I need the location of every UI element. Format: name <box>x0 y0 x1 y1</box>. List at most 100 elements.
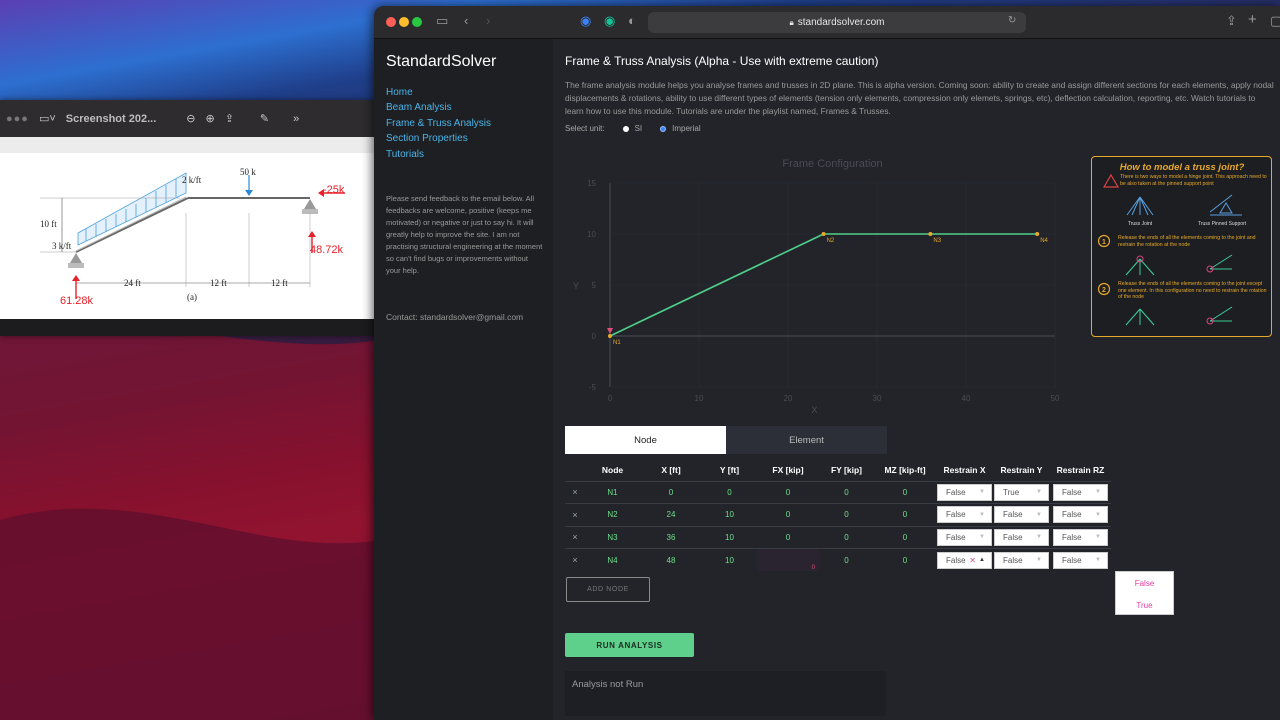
step-1-diagram-b <box>1209 254 1233 270</box>
chevron-down-icon: ▼ <box>1095 534 1101 541</box>
cell-x[interactable]: 48 <box>640 548 702 571</box>
cell-fx[interactable]: 0 <box>757 525 819 549</box>
forward-icon[interactable]: › <box>486 13 491 28</box>
cell-x[interactable]: 36 <box>640 525 702 549</box>
grammarly-icon[interactable]: ◉ <box>604 13 616 28</box>
restrain-x-select-open[interactable]: False ✕ ▲ <box>937 551 992 569</box>
maximize-window-icon[interactable] <box>412 17 422 27</box>
cell-ry: False ▼ <box>993 548 1050 571</box>
tab-element[interactable]: Element <box>726 426 887 454</box>
cell-node[interactable]: N2 <box>585 503 640 526</box>
cell-fy[interactable]: 0 <box>819 503 874 526</box>
cell-mz[interactable]: 0 <box>874 503 936 526</box>
more-icon[interactable]: » <box>293 112 300 125</box>
cell-mz[interactable]: 0 <box>874 525 936 549</box>
nav-section-properties[interactable]: Section Properties <box>386 133 468 145</box>
cell-mz[interactable]: 0 <box>874 548 936 571</box>
extension-blue-icon[interactable]: ◉ <box>580 13 592 28</box>
restrain-rz-select[interactable]: False ▼ <box>1053 483 1108 501</box>
dropdown-option-false[interactable]: False <box>1134 578 1155 588</box>
markup-icon[interactable]: ✎ <box>259 113 270 125</box>
clear-icon[interactable]: ✕ <box>969 555 976 565</box>
page-description: The frame analysis module helps you anal… <box>565 80 1274 116</box>
truss-joint-label: Truss Joint <box>1128 221 1153 227</box>
add-node-button[interactable]: ADD NODE <box>566 577 650 602</box>
cell-node[interactable]: N3 <box>585 525 640 549</box>
nav-home[interactable]: Home <box>386 87 413 98</box>
nav-frame-truss-analysis[interactable]: Frame & Truss Analysis <box>386 117 492 129</box>
restrain-rz-select[interactable]: False ▼ <box>1053 528 1108 546</box>
address-bar[interactable]: 🔒︎ standardsolver.com <box>648 12 1026 33</box>
header-x: X [ft] <box>661 464 681 475</box>
reload-icon[interactable]: ↻ <box>1008 15 1017 26</box>
cell-rx: False ✕ ▲ <box>936 548 993 571</box>
cell-mz[interactable]: 0 <box>874 480 936 504</box>
cell-x[interactable]: 0 <box>640 480 702 504</box>
support-marker <box>607 328 613 334</box>
cell-y[interactable]: 10 <box>702 525 757 549</box>
cell-node[interactable]: N4 <box>585 548 640 571</box>
step-1-number: 1 <box>1102 239 1106 246</box>
site-brand[interactable]: StandardSolver <box>386 53 497 70</box>
restrain-x-select[interactable]: False ▼ <box>937 506 992 524</box>
sidebar-toggle-icon[interactable]: ▭˅ <box>38 113 56 125</box>
sidebar-icon[interactable]: ▭ <box>436 13 449 28</box>
share-icon[interactable]: ⇪ <box>1226 13 1237 28</box>
cell-ry: True ▼ <box>993 480 1050 504</box>
restrain-x-select[interactable]: False ▼ <box>937 483 992 501</box>
node-label: N2 <box>827 238 835 244</box>
new-tab-icon[interactable]: + <box>1248 11 1257 28</box>
tab-node[interactable]: Node <box>565 426 726 454</box>
cell-y[interactable]: 10 <box>702 503 757 526</box>
zoom-in-icon[interactable]: ⊕ <box>205 113 215 125</box>
restrain-x-dropdown-menu: False True <box>1115 571 1174 615</box>
select-value: False <box>1003 555 1023 565</box>
cell-fy[interactable]: 0 <box>819 480 874 504</box>
cell-x[interactable]: 24 <box>640 503 702 526</box>
select-value: False <box>946 487 966 497</box>
delete-row-button[interactable]: × <box>565 548 585 571</box>
traffic-dots[interactable]: ●●● <box>6 112 29 125</box>
restrain-y-select[interactable]: False ▼ <box>994 506 1049 524</box>
frame-configuration-chart[interactable]: Frame Configuration 0 10 20 30 40 50 -5 0 5 10 15 X Y… <box>565 155 1085 417</box>
restrain-y-select[interactable]: False ▼ <box>994 528 1049 546</box>
node-label: N1 <box>613 340 621 346</box>
tab-overview-icon[interactable]: ▢ <box>1270 13 1280 28</box>
zoom-out-icon[interactable]: ⊖ <box>186 113 196 125</box>
cell-fy[interactable]: 0 <box>819 548 874 571</box>
restrain-y-select[interactable]: True ▼ <box>994 483 1049 501</box>
delete-row-button[interactable]: × <box>565 525 585 549</box>
close-window-icon[interactable] <box>386 17 396 27</box>
node-label: N3 <box>933 238 941 244</box>
cell-fy[interactable]: 0 <box>819 525 874 549</box>
back-icon[interactable]: ‹ <box>464 13 469 28</box>
cell-fx-active[interactable]: 0 <box>757 548 819 571</box>
nav-beam-analysis[interactable]: Beam Analysis <box>386 102 452 114</box>
cell-rx: False ▼ <box>936 480 993 504</box>
cell-y[interactable]: 10 <box>702 548 757 571</box>
run-analysis-button[interactable]: RUN ANALYSIS <box>565 633 694 657</box>
select-value: False <box>1062 555 1082 565</box>
dropdown-option-true[interactable]: True <box>1136 600 1153 610</box>
restrain-rz-select[interactable]: False ▼ <box>1053 551 1108 569</box>
cell-fx[interactable]: 0 <box>757 480 819 504</box>
restrain-y-select[interactable]: False ▼ <box>994 551 1049 569</box>
node-label: N4 <box>1040 238 1048 244</box>
url-text: standardsolver.com <box>797 17 885 28</box>
radio-si[interactable] <box>622 125 629 132</box>
shield-icon[interactable]: ◐ <box>628 13 636 28</box>
chevron-down-icon: ▼ <box>1036 511 1042 518</box>
radio-imperial[interactable] <box>660 125 667 132</box>
left-load-label: 3 k/ft <box>52 241 72 251</box>
cell-node[interactable]: N1 <box>585 480 640 504</box>
cell-fx[interactable]: 0 <box>757 503 819 526</box>
restrain-x-select[interactable]: False ▼ <box>937 528 992 546</box>
minimize-window-icon[interactable] <box>399 17 409 27</box>
cell-y[interactable]: 0 <box>702 480 757 504</box>
delete-row-button[interactable]: × <box>565 480 585 504</box>
delete-row-button[interactable]: × <box>565 503 585 526</box>
y-tick-label: -5 <box>589 383 597 392</box>
restrain-rz-select[interactable]: False ▼ <box>1053 506 1108 524</box>
nav-tutorials[interactable]: Tutorials <box>386 148 424 160</box>
share-icon[interactable]: ⇪ <box>224 113 234 125</box>
